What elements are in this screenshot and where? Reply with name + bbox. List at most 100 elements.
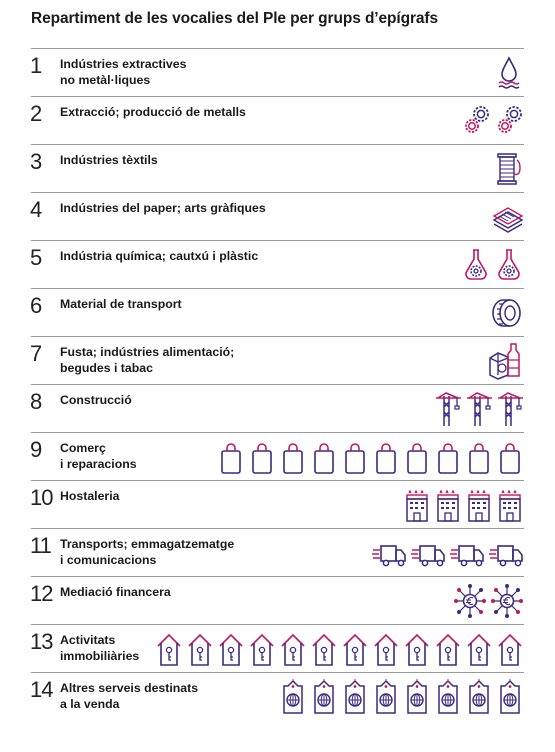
- globe-tag-icon: [438, 679, 458, 714]
- group-label-line: i reparacions: [60, 457, 137, 471]
- crane-icon: [467, 392, 492, 426]
- row-divider: [31, 528, 524, 529]
- group-row: 8 Construcció: [30, 384, 524, 432]
- shopping-bag-icon: [221, 443, 241, 474]
- group-label: Transports; emmagatzematge i comunicacion…: [60, 536, 234, 568]
- group-number: 7: [30, 341, 42, 366]
- paper-stack-icon: [492, 207, 524, 233]
- crane-icon: [436, 392, 461, 426]
- group-label-line: Extracció; producció de metalls: [60, 105, 246, 119]
- group-row: 6 Material de transport: [30, 288, 524, 336]
- seat-icons: [371, 534, 524, 572]
- seat-icons: [403, 486, 524, 524]
- group-label: Indústria química; cautxú i plàstic: [60, 248, 258, 264]
- group-label-line: Material de transport: [60, 297, 182, 311]
- group-label: Material de transport: [60, 296, 182, 312]
- seat-icons: [486, 342, 524, 380]
- seat-icons: [434, 390, 524, 428]
- hotel-icon: [437, 489, 459, 522]
- seat-icons: [279, 678, 524, 716]
- gears-icon: [465, 106, 489, 133]
- group-label-line: Mediació financera: [60, 585, 171, 599]
- row-divider: [31, 192, 524, 193]
- shopping-bag-icon: [469, 443, 489, 474]
- group-number: 6: [30, 293, 42, 318]
- group-label-line: i comunicacions: [60, 553, 157, 567]
- group-number: 2: [30, 101, 42, 126]
- group-label: Hostaleria: [60, 488, 119, 504]
- group-row: 2 Extracció; producció de metalls: [30, 96, 524, 144]
- row-divider: [31, 96, 524, 97]
- group-label-line: Altres serveis destinats: [60, 681, 199, 695]
- group-label-line: Indústries del paper; arts gràfiques: [60, 201, 266, 215]
- seat-icons: [155, 630, 524, 668]
- group-label-line: no metàl·liques: [60, 73, 151, 87]
- euro-network-icon: [491, 584, 523, 618]
- row-divider: [31, 384, 524, 385]
- group-label-line: Activitats: [60, 633, 116, 647]
- group-number: 10: [30, 485, 54, 510]
- thread-spool-icon: [497, 153, 521, 185]
- globe-tag-icon: [469, 679, 489, 714]
- group-label: Indústries del paper; arts gràfiques: [60, 200, 266, 216]
- row-divider: [31, 336, 524, 337]
- group-label-line: Transports; emmagatzematge: [60, 537, 235, 551]
- gears-icon: [498, 106, 522, 133]
- group-number: 9: [30, 437, 42, 462]
- group-number: 13: [30, 629, 54, 654]
- group-label: Indústries extractives no metàl·liques: [60, 56, 186, 88]
- group-label-line: Construcció: [60, 393, 132, 407]
- crane-icon: [498, 392, 523, 426]
- globe-tag-icon: [283, 679, 303, 714]
- house-key-icon: [405, 633, 429, 666]
- group-number: 12: [30, 581, 54, 606]
- group-row: 4 Indústries del paper; arts gràfiques: [30, 192, 524, 240]
- group-row: 9 Comerç i reparacions: [30, 432, 524, 480]
- food-carton-icon: [489, 343, 520, 380]
- hotel-icon: [468, 489, 490, 522]
- group-label: Construcció: [60, 392, 132, 408]
- seat-icons: [494, 54, 524, 92]
- row-divider: [31, 672, 524, 673]
- row-divider: [31, 48, 524, 49]
- water-drop-icon: [498, 56, 520, 89]
- house-key-icon: [374, 633, 398, 666]
- shopping-bag-icon: [252, 443, 272, 474]
- group-row: 7 Fusta; indústries alimentació; begudes i…: [30, 336, 524, 384]
- group-row: 10 Hostaleria: [30, 480, 524, 528]
- group-row: 3 Indústries tèxtils: [30, 144, 524, 192]
- seat-icons: [492, 150, 524, 188]
- hotel-icon: [406, 489, 428, 522]
- flask-icon: [465, 249, 487, 280]
- group-row: 13 Activitats immobiliàries: [30, 624, 524, 672]
- house-key-icon: [467, 633, 491, 666]
- truck-icon: [411, 545, 445, 567]
- group-label: Activitats immobiliàries: [60, 632, 139, 664]
- group-row: 5 Indústria química; cautxú i plàstic: [30, 240, 524, 288]
- globe-tag-icon: [407, 679, 427, 714]
- group-label: Altres serveis destinats a la venda: [60, 680, 198, 712]
- seat-icons: [490, 198, 524, 236]
- seat-icons: [490, 294, 524, 332]
- row-divider: [31, 624, 524, 625]
- house-key-icon: [312, 633, 336, 666]
- shopping-bag-icon: [345, 443, 365, 474]
- house-key-icon: [219, 633, 243, 666]
- globe-tag-icon: [376, 679, 396, 714]
- group-number: 11: [30, 533, 52, 558]
- seat-icons: [461, 102, 524, 140]
- row-divider: [31, 576, 524, 577]
- seat-icons: [461, 246, 524, 284]
- group-number: 1: [30, 53, 42, 78]
- row-divider: [31, 144, 524, 145]
- group-row: 1 Indústries extractives no metàl·liques: [30, 48, 524, 96]
- house-key-icon: [157, 633, 181, 666]
- group-label-line: a la venda: [60, 697, 120, 711]
- shopping-bag-icon: [283, 443, 303, 474]
- row-divider: [31, 432, 524, 433]
- truck-icon: [372, 545, 406, 567]
- group-label: Fusta; indústries alimentació; begudes i …: [60, 344, 234, 376]
- group-label-line: Indústria química; cautxú i plàstic: [60, 249, 259, 263]
- group-label: Comerç i reparacions: [60, 440, 137, 472]
- row-divider: [31, 240, 524, 241]
